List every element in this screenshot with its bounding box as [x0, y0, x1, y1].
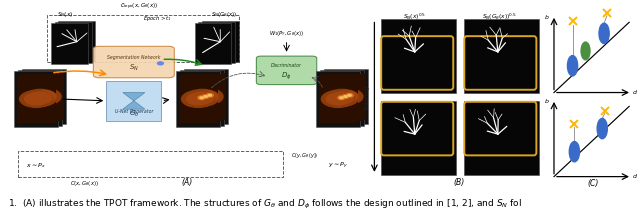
Circle shape	[330, 88, 363, 105]
Polygon shape	[55, 22, 92, 63]
Text: $D_\phi$: $D_\phi$	[282, 71, 292, 82]
Text: $S_N(G_\theta(x))^{0.5}$: $S_N(G_\theta(x))^{0.5}$	[483, 11, 518, 22]
Circle shape	[200, 97, 204, 99]
Circle shape	[346, 94, 353, 97]
Circle shape	[342, 95, 349, 98]
Polygon shape	[320, 70, 364, 125]
Text: b: b	[545, 15, 548, 20]
Text: Discriminator: Discriminator	[271, 63, 302, 68]
Polygon shape	[123, 93, 145, 109]
Polygon shape	[316, 71, 360, 127]
Polygon shape	[179, 75, 218, 123]
Circle shape	[157, 62, 163, 65]
Polygon shape	[195, 23, 232, 64]
Circle shape	[325, 89, 359, 106]
Circle shape	[28, 88, 61, 105]
Polygon shape	[180, 70, 225, 125]
Circle shape	[20, 91, 53, 107]
FancyBboxPatch shape	[93, 46, 174, 78]
Polygon shape	[327, 73, 365, 120]
Text: $\mathcal{C}_{topo}(x, G_\theta(x))$: $\mathcal{C}_{topo}(x, G_\theta(x))$	[120, 2, 159, 12]
Circle shape	[599, 23, 609, 44]
Circle shape	[330, 92, 354, 104]
Polygon shape	[25, 73, 64, 120]
Circle shape	[186, 93, 210, 105]
Polygon shape	[324, 69, 368, 124]
Polygon shape	[22, 69, 67, 124]
Circle shape	[321, 91, 355, 107]
Text: $G_\theta$: $G_\theta$	[129, 109, 139, 119]
Text: $Epoch > t_1$: $Epoch > t_1$	[143, 14, 172, 23]
FancyBboxPatch shape	[257, 56, 317, 84]
Text: Segmentation Network: Segmentation Network	[107, 55, 161, 60]
Polygon shape	[323, 74, 362, 121]
Circle shape	[348, 94, 351, 96]
Polygon shape	[183, 74, 221, 121]
Polygon shape	[184, 69, 228, 124]
Text: d: d	[633, 90, 637, 95]
Circle shape	[581, 42, 590, 60]
Circle shape	[191, 92, 214, 104]
Text: U-Net Generator: U-Net Generator	[115, 109, 153, 114]
Circle shape	[202, 95, 209, 98]
Circle shape	[182, 91, 215, 107]
Circle shape	[338, 96, 345, 100]
Text: Training: Training	[364, 84, 369, 110]
Circle shape	[204, 96, 207, 97]
Text: 1.  (A) illustrates the TPOT framework. The structures of $G_\theta$ and $D_\phi: 1. (A) illustrates the TPOT framework. T…	[8, 198, 522, 211]
Polygon shape	[381, 101, 456, 175]
Circle shape	[186, 89, 219, 106]
Polygon shape	[21, 74, 60, 121]
Circle shape	[24, 93, 48, 105]
FancyBboxPatch shape	[106, 81, 161, 121]
Polygon shape	[187, 73, 226, 120]
Circle shape	[340, 97, 343, 99]
Polygon shape	[319, 75, 358, 123]
Circle shape	[335, 91, 358, 103]
Circle shape	[195, 91, 218, 103]
Text: (C): (C)	[588, 179, 598, 188]
Text: $S_N(x)$: $S_N(x)$	[58, 10, 74, 19]
Circle shape	[206, 94, 213, 97]
Circle shape	[189, 88, 223, 105]
Circle shape	[208, 94, 211, 96]
Text: $W_1(P_Y, G_\theta(x))$: $W_1(P_Y, G_\theta(x))$	[269, 29, 304, 38]
Circle shape	[344, 96, 347, 97]
Polygon shape	[14, 71, 58, 127]
Text: $S_N$: $S_N$	[129, 63, 139, 73]
Polygon shape	[202, 21, 239, 62]
Circle shape	[24, 89, 57, 106]
Text: b: b	[545, 99, 548, 104]
Text: $y \sim P_y$: $y \sim P_y$	[328, 161, 348, 171]
Text: $G_\theta(x)$: $G_\theta(x)$	[224, 55, 241, 64]
Polygon shape	[51, 23, 88, 64]
Circle shape	[570, 141, 579, 162]
Circle shape	[29, 92, 52, 104]
Polygon shape	[19, 70, 63, 125]
Text: $S_N(G_\theta(x))$: $S_N(G_\theta(x))$	[211, 10, 237, 19]
Circle shape	[597, 118, 607, 139]
Text: $C(y, G_\theta(y))$: $C(y, G_\theta(y))$	[291, 151, 319, 160]
Text: $C(x, G_\theta(x))$: $C(x, G_\theta(x))$	[70, 179, 99, 188]
Circle shape	[33, 91, 56, 103]
Circle shape	[568, 56, 578, 76]
Text: (B): (B)	[454, 178, 465, 187]
Polygon shape	[464, 101, 539, 175]
Text: (A): (A)	[182, 178, 193, 187]
Text: $x \sim P_x$: $x \sim P_x$	[26, 161, 46, 170]
Polygon shape	[198, 22, 235, 63]
Polygon shape	[381, 19, 456, 93]
Text: $S_N(x)^{0.5}$: $S_N(x)^{0.5}$	[403, 11, 427, 22]
Polygon shape	[464, 19, 539, 93]
Text: d: d	[633, 174, 637, 179]
Circle shape	[198, 96, 205, 100]
Polygon shape	[17, 75, 56, 123]
Polygon shape	[176, 71, 220, 127]
Circle shape	[326, 93, 350, 105]
Polygon shape	[58, 21, 95, 62]
